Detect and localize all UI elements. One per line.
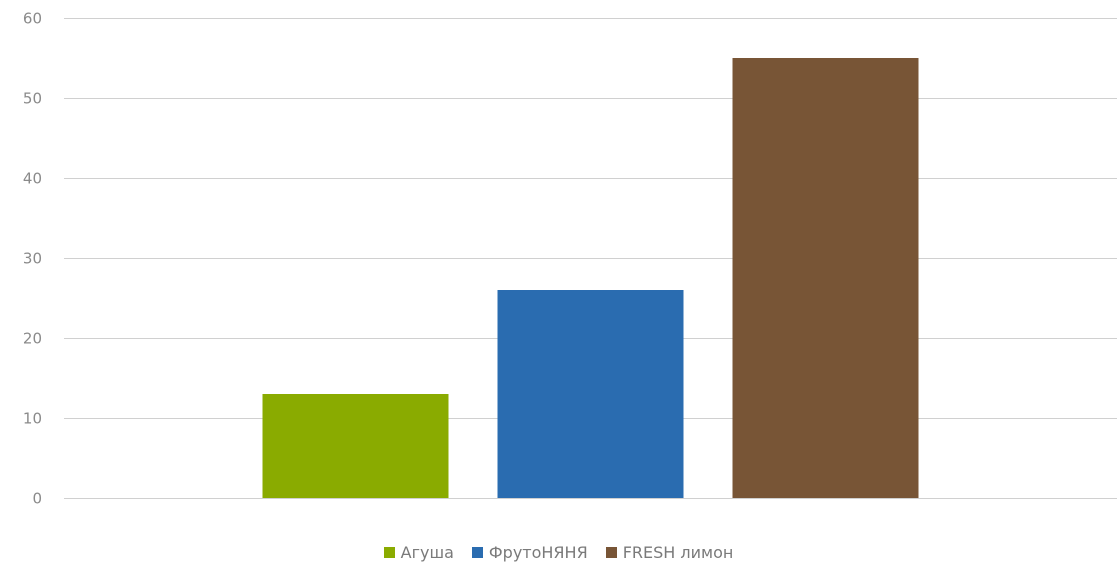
y-tick-label: 40 xyxy=(23,170,42,188)
legend-label: ФрутоНЯНЯ xyxy=(488,542,588,562)
legend-swatch xyxy=(383,546,395,558)
y-tick-label: 10 xyxy=(23,410,42,428)
y-tick-label: 20 xyxy=(23,330,42,348)
legend: Агуша ФрутоНЯНЯ FRESH лимон xyxy=(0,540,1117,564)
y-axis-labels: 0 10 20 30 40 50 60 xyxy=(23,10,42,508)
legend-swatch xyxy=(471,546,483,558)
legend-swatch xyxy=(605,546,617,558)
bars xyxy=(262,58,919,498)
y-tick-label: 60 xyxy=(23,10,42,28)
bar-1 xyxy=(497,290,684,498)
bar-0 xyxy=(262,394,449,498)
y-tick-label: 50 xyxy=(23,90,42,108)
legend-item-agusha: Агуша xyxy=(383,542,454,562)
legend-label: Агуша xyxy=(400,542,454,562)
y-tick-label: 30 xyxy=(23,250,42,268)
legend-item-fresh-lemon: FRESH лимон xyxy=(605,542,734,562)
bar-2 xyxy=(732,58,919,498)
legend-label: FRESH лимон xyxy=(622,542,734,562)
legend-item-frutonyanya: ФрутоНЯНЯ xyxy=(471,542,588,562)
y-tick-label: 0 xyxy=(32,490,42,508)
